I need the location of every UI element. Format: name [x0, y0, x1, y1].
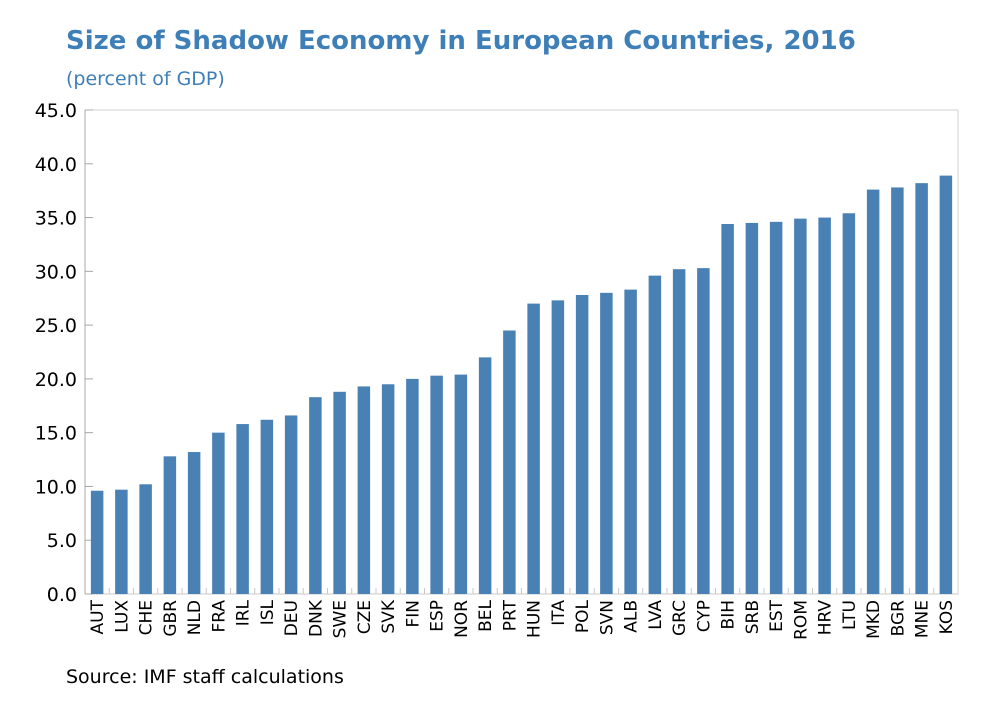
x-tick-label: SRB	[743, 600, 763, 634]
bar-aut	[90, 490, 104, 594]
bar-svn	[600, 292, 613, 594]
bar-ltu	[842, 213, 856, 594]
x-tick-label: GRC	[670, 600, 690, 636]
x-tick-label: HUN	[525, 600, 545, 638]
bar-mkd	[866, 189, 880, 594]
bar-bel	[478, 357, 492, 594]
bar-est	[769, 221, 783, 594]
bar-hrv	[818, 217, 831, 595]
x-tick-label: HRV	[816, 600, 836, 636]
bar-grc	[672, 269, 686, 594]
bar-esp	[430, 375, 443, 594]
x-tick-label: ALB	[622, 600, 642, 633]
bar-alb	[624, 289, 637, 594]
x-tick-label: NLD	[185, 600, 205, 635]
bar-cyp	[697, 268, 710, 594]
y-tick-label: 30.0	[35, 261, 77, 283]
x-tick-label: NOR	[452, 600, 472, 638]
bar-gbr	[163, 456, 177, 594]
source-note: Source: IMF staff calculations	[66, 666, 344, 688]
bar-mne	[915, 183, 928, 595]
bar-bgr	[891, 187, 904, 594]
x-tick-label: SVK	[379, 599, 399, 633]
chart-subtitle: (percent of GDP)	[66, 68, 225, 90]
bar-kos	[939, 175, 953, 594]
bar-lux	[115, 489, 128, 594]
y-tick-label: 45.0	[35, 100, 77, 122]
y-tick-label: 0.0	[47, 584, 77, 606]
x-tick-label: SVN	[597, 600, 617, 635]
x-tick-label: GBR	[161, 600, 181, 637]
x-tick-label: DEU	[282, 600, 302, 636]
bar-fin	[406, 378, 419, 594]
y-tick-label: 35.0	[35, 208, 77, 230]
x-tick-label: CYP	[694, 600, 714, 632]
chart-title: Size of Shadow Economy in European Count…	[66, 26, 856, 56]
bar-che	[139, 484, 152, 594]
x-tick-label: BIH	[719, 600, 739, 629]
bar-ita	[551, 300, 565, 594]
x-tick-label: IRL	[234, 599, 254, 626]
bar-srb	[745, 222, 759, 594]
bar-rom	[794, 218, 807, 594]
x-tick-label: ISL	[258, 599, 278, 625]
x-tick-label: KOS	[937, 600, 957, 634]
bar-fra	[212, 432, 225, 594]
y-tick-label: 40.0	[35, 154, 77, 176]
x-tick-label: ESP	[428, 600, 448, 632]
bar-nor	[454, 374, 468, 594]
bar-lva	[648, 275, 662, 594]
x-tick-label: CZE	[355, 600, 375, 634]
bar-dnk	[309, 397, 322, 594]
x-tick-label: CHE	[137, 600, 157, 635]
bar-hun	[527, 303, 540, 594]
x-tick-label: FRA	[209, 600, 229, 633]
bar-pol	[575, 294, 589, 594]
x-tick-label: BGR	[888, 600, 908, 637]
y-tick-label: 5.0	[47, 530, 77, 552]
x-tick-label: EST	[767, 599, 787, 632]
x-tick-label: LTU	[840, 600, 860, 630]
x-tick-label: LVA	[646, 600, 666, 630]
x-tick-label: PRT	[500, 599, 520, 631]
x-tick-label: DNK	[306, 599, 326, 637]
x-tick-label: FIN	[403, 600, 423, 628]
x-tick-label: SWE	[331, 600, 351, 638]
bar-bih	[721, 224, 734, 594]
bar-swe	[333, 391, 346, 594]
x-tick-label: MNE	[913, 600, 933, 638]
x-tick-label: BEL	[476, 599, 496, 631]
bar-svk	[381, 384, 395, 594]
bar-cze	[357, 386, 371, 594]
x-tick-label: MKD	[864, 600, 884, 639]
x-tick-label: ROM	[791, 600, 811, 640]
x-tick-label: ITA	[549, 600, 569, 626]
x-tick-label: AUT	[88, 599, 108, 634]
bar-prt	[503, 330, 516, 594]
bar-nld	[187, 452, 201, 594]
y-tick-label: 10.0	[35, 476, 77, 498]
y-tick-label: 25.0	[35, 315, 77, 337]
y-tick-label: 15.0	[35, 423, 77, 445]
bar-deu	[284, 415, 298, 594]
x-tick-label: POL	[573, 599, 593, 633]
bar-irl	[236, 424, 249, 594]
y-tick-label: 20.0	[35, 369, 77, 391]
bar-isl	[260, 419, 274, 594]
x-tick-label: LUX	[112, 600, 132, 633]
